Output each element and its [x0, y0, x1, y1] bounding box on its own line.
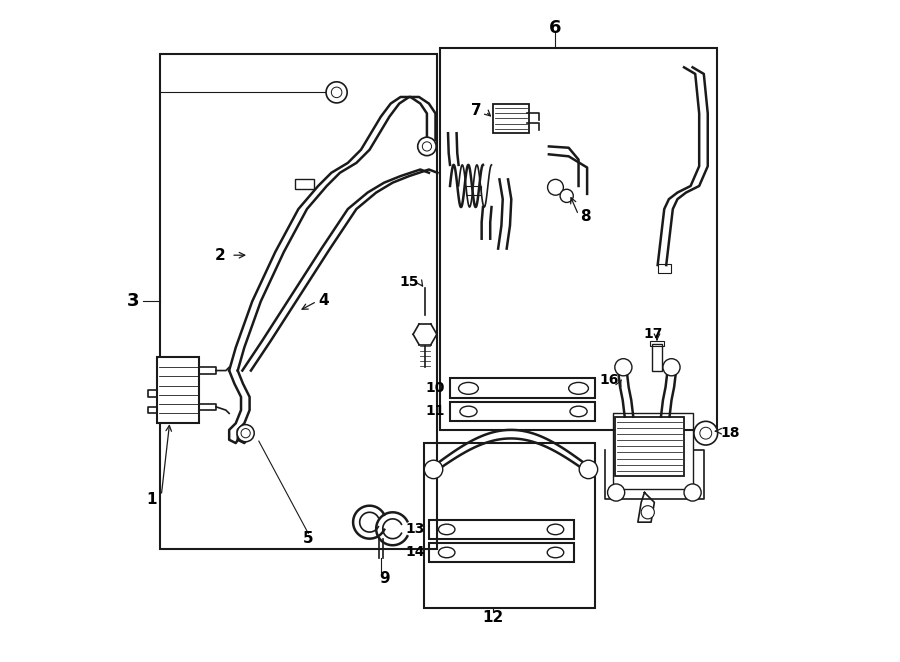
Circle shape — [331, 87, 342, 97]
Bar — [450, 402, 595, 421]
Text: 12: 12 — [482, 610, 503, 626]
Text: 5: 5 — [303, 531, 313, 546]
Bar — [652, 344, 662, 371]
Bar — [450, 379, 595, 399]
Text: 2: 2 — [215, 248, 226, 263]
Circle shape — [641, 506, 654, 519]
Text: 8: 8 — [580, 209, 591, 224]
Text: 11: 11 — [425, 404, 445, 418]
Text: 15: 15 — [400, 275, 419, 289]
Text: 17: 17 — [644, 327, 662, 342]
Text: 4: 4 — [319, 293, 328, 308]
Ellipse shape — [569, 383, 589, 395]
Bar — [160, 54, 436, 549]
Circle shape — [684, 484, 701, 501]
Circle shape — [694, 421, 717, 445]
Text: 18: 18 — [720, 426, 740, 440]
Bar — [295, 179, 313, 189]
Ellipse shape — [460, 406, 477, 416]
Text: 7: 7 — [471, 103, 482, 118]
Ellipse shape — [547, 547, 563, 558]
Bar — [440, 48, 717, 430]
Circle shape — [424, 460, 443, 479]
Circle shape — [663, 359, 680, 376]
Ellipse shape — [438, 524, 454, 535]
Circle shape — [615, 359, 632, 376]
Circle shape — [241, 428, 250, 438]
Text: 1: 1 — [146, 492, 157, 506]
Circle shape — [547, 179, 563, 195]
Circle shape — [580, 460, 598, 479]
Bar — [614, 413, 693, 489]
Bar — [466, 186, 481, 195]
Circle shape — [608, 484, 625, 501]
Bar — [157, 357, 200, 423]
Text: 3: 3 — [126, 293, 139, 310]
Bar — [493, 103, 529, 133]
Bar — [615, 416, 684, 476]
Bar — [424, 443, 595, 608]
Circle shape — [422, 142, 431, 151]
Circle shape — [418, 137, 436, 156]
Bar — [658, 264, 670, 273]
Circle shape — [700, 427, 712, 439]
Ellipse shape — [570, 406, 587, 416]
Circle shape — [560, 189, 573, 203]
Text: 13: 13 — [406, 522, 425, 536]
Bar — [429, 520, 574, 539]
Text: 14: 14 — [405, 545, 425, 559]
Circle shape — [326, 82, 347, 103]
Bar — [429, 544, 574, 562]
Ellipse shape — [547, 524, 563, 535]
Ellipse shape — [438, 547, 454, 558]
Text: 10: 10 — [426, 381, 445, 395]
Text: 6: 6 — [549, 19, 562, 37]
Circle shape — [237, 424, 254, 442]
Text: 16: 16 — [599, 373, 619, 387]
Bar — [650, 341, 664, 346]
Ellipse shape — [459, 383, 478, 395]
Text: 9: 9 — [379, 571, 390, 586]
